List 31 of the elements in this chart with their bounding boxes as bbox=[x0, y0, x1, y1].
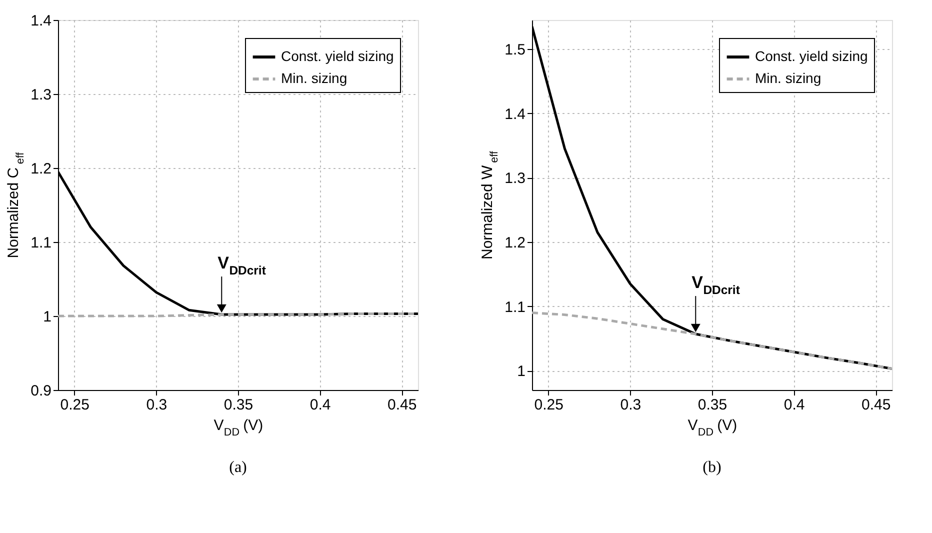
x-tick-label: 0.35 bbox=[224, 396, 254, 414]
legend-label: Const. yield sizing bbox=[281, 48, 394, 64]
line-series bbox=[532, 312, 892, 370]
y-tick-label: 1.1 bbox=[30, 234, 52, 252]
x-tick-label: 0.35 bbox=[698, 396, 728, 414]
y-tick-label: 1.3 bbox=[504, 170, 526, 188]
y-tick-label: 1.5 bbox=[504, 41, 526, 58]
x-tick-label: 0.3 bbox=[620, 396, 642, 414]
x-tick-label: 0.45 bbox=[388, 396, 417, 414]
y-tick-label: 1.1 bbox=[504, 298, 526, 316]
x-tick-label: 0.45 bbox=[862, 396, 891, 414]
y-tick-label: 1.4 bbox=[30, 12, 52, 30]
y-tick-label: 1.4 bbox=[504, 106, 526, 123]
x-tick-label: 0.25 bbox=[534, 396, 564, 414]
y-tick-label: 1 bbox=[517, 363, 526, 380]
legend-label: Min. sizing bbox=[281, 70, 348, 86]
x-tick-label: 0.4 bbox=[784, 396, 805, 414]
x-tick-label: 0.4 bbox=[310, 396, 331, 414]
y-tick-label: 1.3 bbox=[30, 86, 52, 104]
text: (a) bbox=[229, 459, 247, 476]
y-tick-label: 1 bbox=[43, 308, 52, 326]
legend-label: Min. sizing bbox=[755, 70, 822, 86]
y-axis-title: Normalized Ceff bbox=[5, 151, 26, 258]
y-tick-label: 1.2 bbox=[30, 160, 52, 178]
y-axis-title: Normalized Weff bbox=[479, 150, 500, 260]
legend-label: Const. yield sizing bbox=[755, 48, 868, 64]
text: (b) bbox=[702, 459, 722, 476]
y-tick-label: 0.9 bbox=[30, 382, 52, 400]
x-tick-label: 0.3 bbox=[146, 396, 168, 414]
x-tick-label: 0.25 bbox=[60, 396, 90, 414]
y-tick-label: 1.2 bbox=[504, 234, 526, 252]
